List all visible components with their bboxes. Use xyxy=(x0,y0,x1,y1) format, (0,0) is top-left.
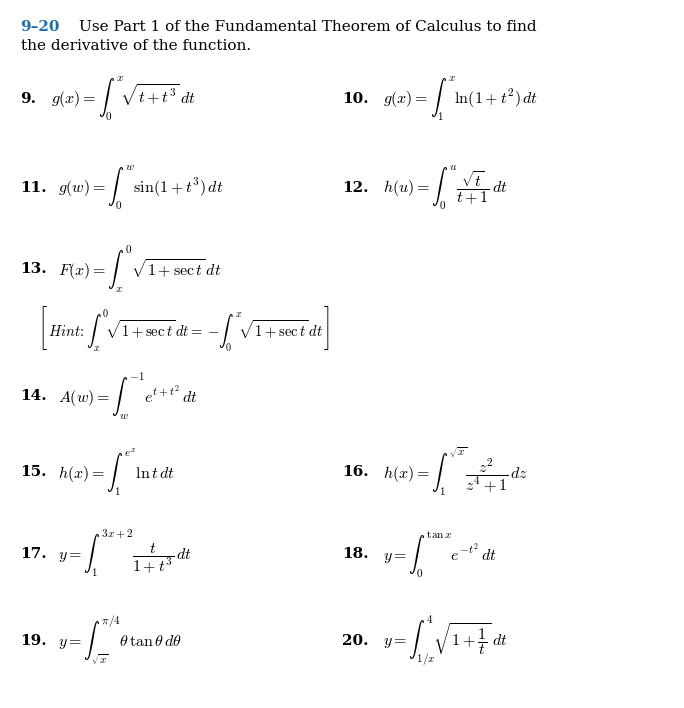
Text: 18.: 18. xyxy=(342,547,369,561)
Text: $h(x) = \int_1^{\sqrt{x}} \dfrac{z^2}{z^4 + 1}\, dz$: $h(x) = \int_1^{\sqrt{x}} \dfrac{z^2}{z^… xyxy=(383,446,529,498)
Text: 9–20: 9–20 xyxy=(21,20,60,34)
Text: Use Part 1 of the Fundamental Theorem of Calculus to find: Use Part 1 of the Fundamental Theorem of… xyxy=(79,20,536,34)
Text: $g(x) = \int_0^{x}\!\sqrt{t + t^3}\, dt$: $g(x) = \int_0^{x}\!\sqrt{t + t^3}\, dt$ xyxy=(51,75,196,123)
Text: $y = \int_{1/x}^{4} \sqrt{1 + \dfrac{1}{t}}\, dt$: $y = \int_{1/x}^{4} \sqrt{1 + \dfrac{1}{… xyxy=(383,614,508,668)
Text: $h(x) = \int_1^{e^x} \ln t\, dt$: $h(x) = \int_1^{e^x} \ln t\, dt$ xyxy=(58,446,175,498)
Text: $F(x) = \int_x^{0} \sqrt{1 + \sec t}\, dt$: $F(x) = \int_x^{0} \sqrt{1 + \sec t}\, d… xyxy=(58,244,222,295)
Text: 13.: 13. xyxy=(21,262,47,276)
Text: 14.: 14. xyxy=(21,389,47,404)
Text: $\left[\, Hint\!: \int_x^{0}\!\sqrt{1 + \sec t}\, dt = -\!\int_0^{x}\!\sqrt{1 + : $\left[\, Hint\!: \int_x^{0}\!\sqrt{1 + … xyxy=(38,305,330,353)
Text: 11.: 11. xyxy=(21,181,47,195)
Text: $y = \int_{\sqrt{x}}^{\pi/4} \theta\, \tan\theta\, d\theta$: $y = \int_{\sqrt{x}}^{\pi/4} \theta\, \t… xyxy=(58,614,182,668)
Text: 15.: 15. xyxy=(21,465,47,479)
Text: $g(w) = \int_0^{w} \sin(1 + t^3)\, dt$: $g(w) = \int_0^{w} \sin(1 + t^3)\, dt$ xyxy=(58,164,224,212)
Text: $A(w) = \int_w^{-1} e^{t+t^2}\, dt$: $A(w) = \int_w^{-1} e^{t+t^2}\, dt$ xyxy=(58,371,198,422)
Text: 10.: 10. xyxy=(342,92,369,106)
Text: 20.: 20. xyxy=(342,634,369,648)
Text: 17.: 17. xyxy=(21,547,47,561)
Text: $h(u) = \int_0^{u} \dfrac{\sqrt{t}}{t + 1}\, dt$: $h(u) = \int_0^{u} \dfrac{\sqrt{t}}{t + … xyxy=(383,164,508,212)
Text: 9.: 9. xyxy=(21,92,36,106)
Text: 16.: 16. xyxy=(342,465,369,479)
Text: $y = \int_1^{3x+2} \dfrac{t}{1 + t^3}\, dt$: $y = \int_1^{3x+2} \dfrac{t}{1 + t^3}\, … xyxy=(58,528,192,579)
Text: the derivative of the function.: the derivative of the function. xyxy=(21,39,250,53)
Text: $y = \int_0^{\tan x} e^{-t^2}\, dt$: $y = \int_0^{\tan x} e^{-t^2}\, dt$ xyxy=(383,529,497,578)
Text: 19.: 19. xyxy=(21,634,47,648)
Text: $g(x) = \int_1^{x} \ln(1 + t^2)\, dt$: $g(x) = \int_1^{x} \ln(1 + t^2)\, dt$ xyxy=(383,75,538,123)
Text: 12.: 12. xyxy=(342,181,369,195)
